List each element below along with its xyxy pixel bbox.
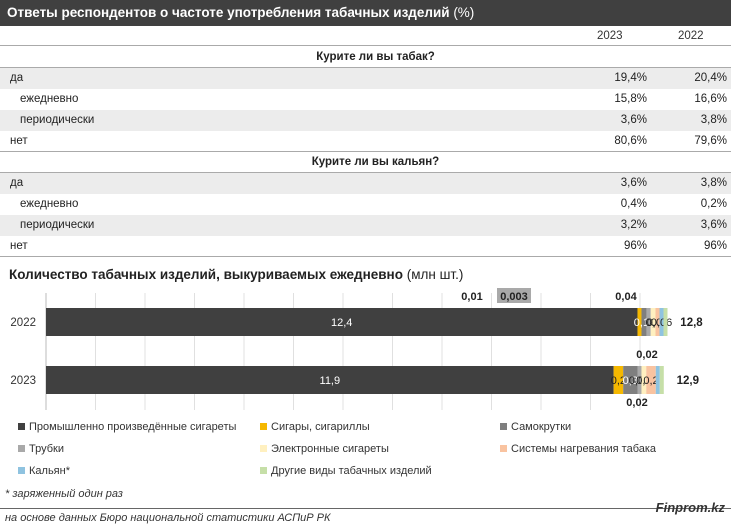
bar-segment (663, 308, 668, 336)
column-header-2022: 2022 (678, 30, 704, 42)
value-2022: 96% (703, 240, 727, 252)
legend-swatch (260, 467, 267, 474)
bar-segment (641, 366, 647, 394)
brand-logo: Finprom.kz (655, 500, 725, 515)
header-divider (0, 45, 731, 46)
question-row: Курите ли вы кальян? (0, 152, 731, 173)
row-divider (0, 256, 731, 257)
data-label: 0,3 (623, 375, 638, 387)
category-label-2022: 2022 (10, 317, 36, 329)
data-label: 0,02 (626, 397, 647, 409)
data-label: 0,01 (461, 291, 482, 303)
legend-item: Электронные сигареты (271, 443, 389, 455)
legend-swatch (260, 445, 267, 452)
row-divider (0, 151, 731, 152)
table-row: ежедневно 0,4% 0,2% (0, 194, 731, 215)
row-label: ежедневно (20, 93, 79, 105)
value-2023: 3,6% (620, 177, 647, 189)
data-label: 11,9 (320, 375, 341, 387)
value-2023: 15,8% (614, 93, 647, 105)
total-label: 12,8 (680, 317, 703, 329)
bar-segment (655, 366, 660, 394)
legend-swatch (500, 445, 507, 452)
table-row: нет 96% 96% (0, 236, 731, 257)
legend-swatch (18, 423, 25, 430)
table-row: нет 80,6% 79,6% (0, 131, 731, 152)
data-label: 0,2 (611, 375, 626, 387)
bar-segment (613, 366, 624, 394)
value-2022: 3,6% (700, 219, 727, 231)
bar-segment (659, 308, 664, 336)
bar-segment (46, 366, 614, 394)
data-label: 12,4 (331, 317, 352, 329)
bar-segment (646, 308, 651, 336)
source-note: на основе данных Бюро национальной стати… (5, 512, 331, 524)
value-2023: 19,4% (614, 72, 647, 84)
value-2023: 0,4% (620, 198, 647, 210)
legend-swatch (18, 467, 25, 474)
row-label: да (10, 177, 24, 189)
data-label: 0,04 (615, 291, 637, 303)
bar-segment (659, 366, 664, 394)
row-label: ежедневно (20, 198, 79, 210)
table-row: да 19,4% 20,4% (0, 68, 731, 89)
table-row: ежедневно 15,8% 16,6% (0, 89, 731, 110)
value-2022: 3,8% (700, 177, 727, 189)
data-label-box (497, 288, 531, 303)
footnote: * заряженный один раз (5, 488, 123, 500)
chart-title: Количество табачных изделий, выкуриваемы… (9, 267, 464, 282)
bar-segment (637, 366, 642, 394)
bottom-divider (0, 508, 731, 509)
question-label: Курите ли вы табак? (316, 51, 435, 63)
legend-swatch (18, 445, 25, 452)
table-row: да 3,6% 3,8% (0, 173, 731, 194)
value-2022: 3,8% (700, 114, 727, 126)
legend-swatch (500, 423, 507, 430)
bar-segment (46, 308, 638, 336)
row-label: нет (10, 135, 28, 147)
legend-item: Системы нагревания табака (511, 443, 657, 455)
bar-segment (641, 308, 647, 336)
row-label: да (10, 72, 24, 84)
row-label: периодически (20, 219, 95, 231)
table-row: периодически 3,6% 3,8% (0, 110, 731, 131)
question-row: Курите ли вы табак? (0, 47, 731, 68)
bar-segment (655, 308, 660, 336)
value-2023: 3,2% (620, 219, 647, 231)
value-2022: 16,6% (694, 93, 727, 105)
legend-item: Самокрутки (511, 421, 571, 433)
legend-item: Сигары, сигариллы (271, 421, 370, 433)
value-2022: 20,4% (694, 72, 727, 84)
column-header-2023: 2023 (597, 30, 623, 42)
row-divider (0, 172, 731, 173)
row-divider (0, 67, 731, 68)
bar-segment (623, 366, 638, 394)
data-label: 0,02 (636, 349, 657, 361)
legend-item: Кальян* (29, 465, 71, 477)
value-2022: 0,2% (700, 198, 727, 210)
data-label: 0,003 (500, 291, 528, 303)
value-2023: 80,6% (614, 135, 647, 147)
legend-item: Другие виды табачных изделий (271, 465, 432, 477)
value-2022: 79,6% (694, 135, 727, 147)
total-label: 12,9 (677, 375, 699, 387)
category-label-2023: 2023 (10, 375, 36, 387)
question-label: Курите ли вы кальян? (311, 156, 440, 168)
table-row: периодически 3,2% 3,6% (0, 215, 731, 236)
row-label: периодически (20, 114, 95, 126)
legend-item: Трубки (29, 443, 64, 455)
bar-segment (646, 366, 656, 394)
legend-swatch (260, 423, 267, 430)
row-label: нет (10, 240, 28, 252)
bar-segment (637, 308, 642, 336)
legend-item: Промышленно произведённые сигареты (29, 421, 236, 433)
data-label: 0,2 (643, 375, 658, 387)
table-title: Ответы респондентов о частоте употреблен… (0, 0, 731, 26)
value-2023: 3,6% (620, 114, 647, 126)
bar-segment (650, 308, 656, 336)
data-label: 0,06 (651, 317, 672, 329)
value-2023: 96% (623, 240, 647, 252)
